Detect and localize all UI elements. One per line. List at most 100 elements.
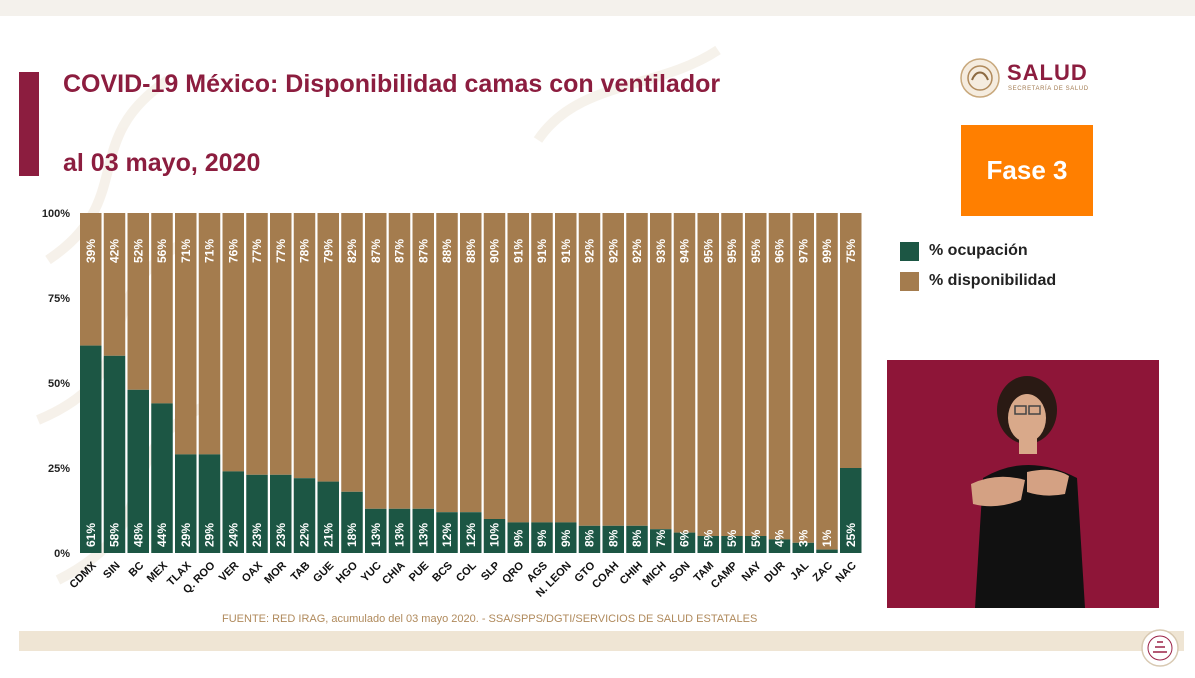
bar-ocupacion xyxy=(531,522,553,553)
bar-ocupacion xyxy=(246,474,268,553)
bar-disponibilidad xyxy=(650,213,672,530)
bar-disponibilidad xyxy=(673,213,696,533)
bar-label-disponibilidad: 99% xyxy=(820,239,834,263)
bar-disponibilidad xyxy=(697,213,719,536)
y-tick-label: 50% xyxy=(48,378,70,390)
y-tick-label: 25% xyxy=(48,463,70,475)
bar-label-ocupacion: 5% xyxy=(725,529,739,547)
bar-label-disponibilidad: 87% xyxy=(369,239,383,263)
chart-source-note: FUENTE: RED IRAG, acumulado del 03 mayo … xyxy=(222,613,758,625)
bar-label-ocupacion: 6% xyxy=(678,529,692,547)
x-tick-label: CHIA xyxy=(380,560,408,588)
legend-swatch-ocupacion xyxy=(900,241,919,261)
x-tick-label: JAL xyxy=(788,559,811,582)
bar-label-ocupacion: 13% xyxy=(369,523,383,547)
bar-disponibilidad xyxy=(792,213,814,543)
bar-ocupacion xyxy=(721,536,743,553)
bar-label-disponibilidad: 77% xyxy=(250,239,264,263)
bar-label-disponibilidad: 90% xyxy=(488,239,502,263)
bar-label-disponibilidad: 77% xyxy=(274,239,288,263)
bar-disponibilidad xyxy=(412,213,434,509)
x-tick-label: CHIH xyxy=(618,560,646,588)
x-tick-label: GUE xyxy=(311,560,336,585)
bar-label-ocupacion: 21% xyxy=(321,523,335,547)
bar-ocupacion xyxy=(697,536,719,553)
bar-label-ocupacion: 13% xyxy=(416,523,430,547)
legend-label-ocupacion: % ocupación xyxy=(929,242,1028,259)
top-strip xyxy=(0,0,1195,16)
x-tick-label: NAC xyxy=(834,560,859,585)
y-tick-label: 75% xyxy=(48,293,70,305)
bar-label-ocupacion: 1% xyxy=(820,529,834,547)
bar-ocupacion xyxy=(103,355,126,553)
x-tick-label: DUR xyxy=(762,560,787,585)
bar-label-disponibilidad: 88% xyxy=(440,239,454,263)
bar-ocupacion xyxy=(341,491,363,553)
x-tick-label: OAX xyxy=(240,559,266,585)
bar-label-disponibilidad: 87% xyxy=(416,239,430,263)
bar-disponibilidad xyxy=(436,213,458,513)
x-tick-label: MICH xyxy=(641,560,669,588)
x-tick-label: VER xyxy=(217,560,242,585)
bar-ocupacion xyxy=(792,542,814,553)
bar-label-ocupacion: 29% xyxy=(179,523,193,547)
bar-label-ocupacion: 4% xyxy=(773,529,787,547)
bar-ocupacion xyxy=(602,525,624,553)
bar-disponibilidad xyxy=(365,213,387,509)
bar-label-ocupacion: 13% xyxy=(393,523,407,547)
bottom-band xyxy=(19,631,1184,651)
legend-swatch-disponibilidad xyxy=(900,271,919,291)
bar-label-ocupacion: 12% xyxy=(464,523,478,547)
bar-label-disponibilidad: 88% xyxy=(464,239,478,263)
bar-label-disponibilidad: 42% xyxy=(108,239,122,263)
bar-disponibilidad xyxy=(626,213,648,526)
bar-ocupacion xyxy=(816,549,838,553)
logo-text: SALUD xyxy=(1007,60,1088,85)
page-title: COVID-19 México: Disponibilidad camas co… xyxy=(63,70,721,98)
bar-ocupacion xyxy=(650,529,672,553)
bar-ocupacion xyxy=(317,481,339,553)
bar-label-ocupacion: 25% xyxy=(844,523,858,547)
accent-bar xyxy=(19,72,39,176)
bar-disponibilidad xyxy=(127,213,149,390)
bar-disponibilidad xyxy=(341,213,363,492)
bar-label-disponibilidad: 79% xyxy=(321,239,335,263)
bar-label-ocupacion: 48% xyxy=(131,523,145,547)
bar-label-ocupacion: 5% xyxy=(749,529,763,547)
bar-disponibilidad xyxy=(460,213,482,513)
legend-item-disponibilidad: % disponibilidad xyxy=(900,266,1056,296)
bar-label-disponibilidad: 95% xyxy=(701,239,715,263)
gobierno-de-mexico-logo xyxy=(1141,629,1179,667)
bar-label-disponibilidad: 76% xyxy=(226,239,240,263)
bar-disponibilidad xyxy=(222,213,244,472)
bar-ocupacion xyxy=(578,525,601,553)
y-tick-label: 0% xyxy=(54,548,70,560)
bar-label-disponibilidad: 92% xyxy=(630,239,644,263)
phase-badge: Fase 3 xyxy=(961,125,1093,216)
x-tick-label: BCS xyxy=(430,560,455,585)
bar-label-disponibilidad: 96% xyxy=(773,239,787,263)
bar-label-disponibilidad: 39% xyxy=(84,239,98,263)
bar-ocupacion xyxy=(365,508,387,553)
bar-label-disponibilidad: 75% xyxy=(844,239,858,263)
bar-disponibilidad xyxy=(768,213,791,540)
bar-label-disponibilidad: 52% xyxy=(131,239,145,263)
bar-label-ocupacion: 18% xyxy=(345,523,359,547)
bar-disponibilidad xyxy=(507,213,529,523)
bar-disponibilidad xyxy=(578,213,601,526)
bar-label-disponibilidad: 92% xyxy=(606,239,620,263)
sign-language-interpreter-video xyxy=(887,360,1159,608)
bar-disponibilidad xyxy=(80,213,102,346)
bar-ocupacion xyxy=(483,519,506,553)
bar-label-ocupacion: 9% xyxy=(535,529,549,547)
bar-label-ocupacion: 58% xyxy=(108,523,122,547)
bar-disponibilidad xyxy=(151,213,173,404)
bar-disponibilidad xyxy=(317,213,339,482)
x-tick-label: NAY xyxy=(740,559,765,584)
bar-disponibilidad xyxy=(602,213,624,526)
y-tick-label: 100% xyxy=(42,208,70,220)
bar-label-ocupacion: 23% xyxy=(250,523,264,547)
bar-label-ocupacion: 23% xyxy=(274,523,288,547)
x-tick-label: QRO xyxy=(500,559,527,586)
